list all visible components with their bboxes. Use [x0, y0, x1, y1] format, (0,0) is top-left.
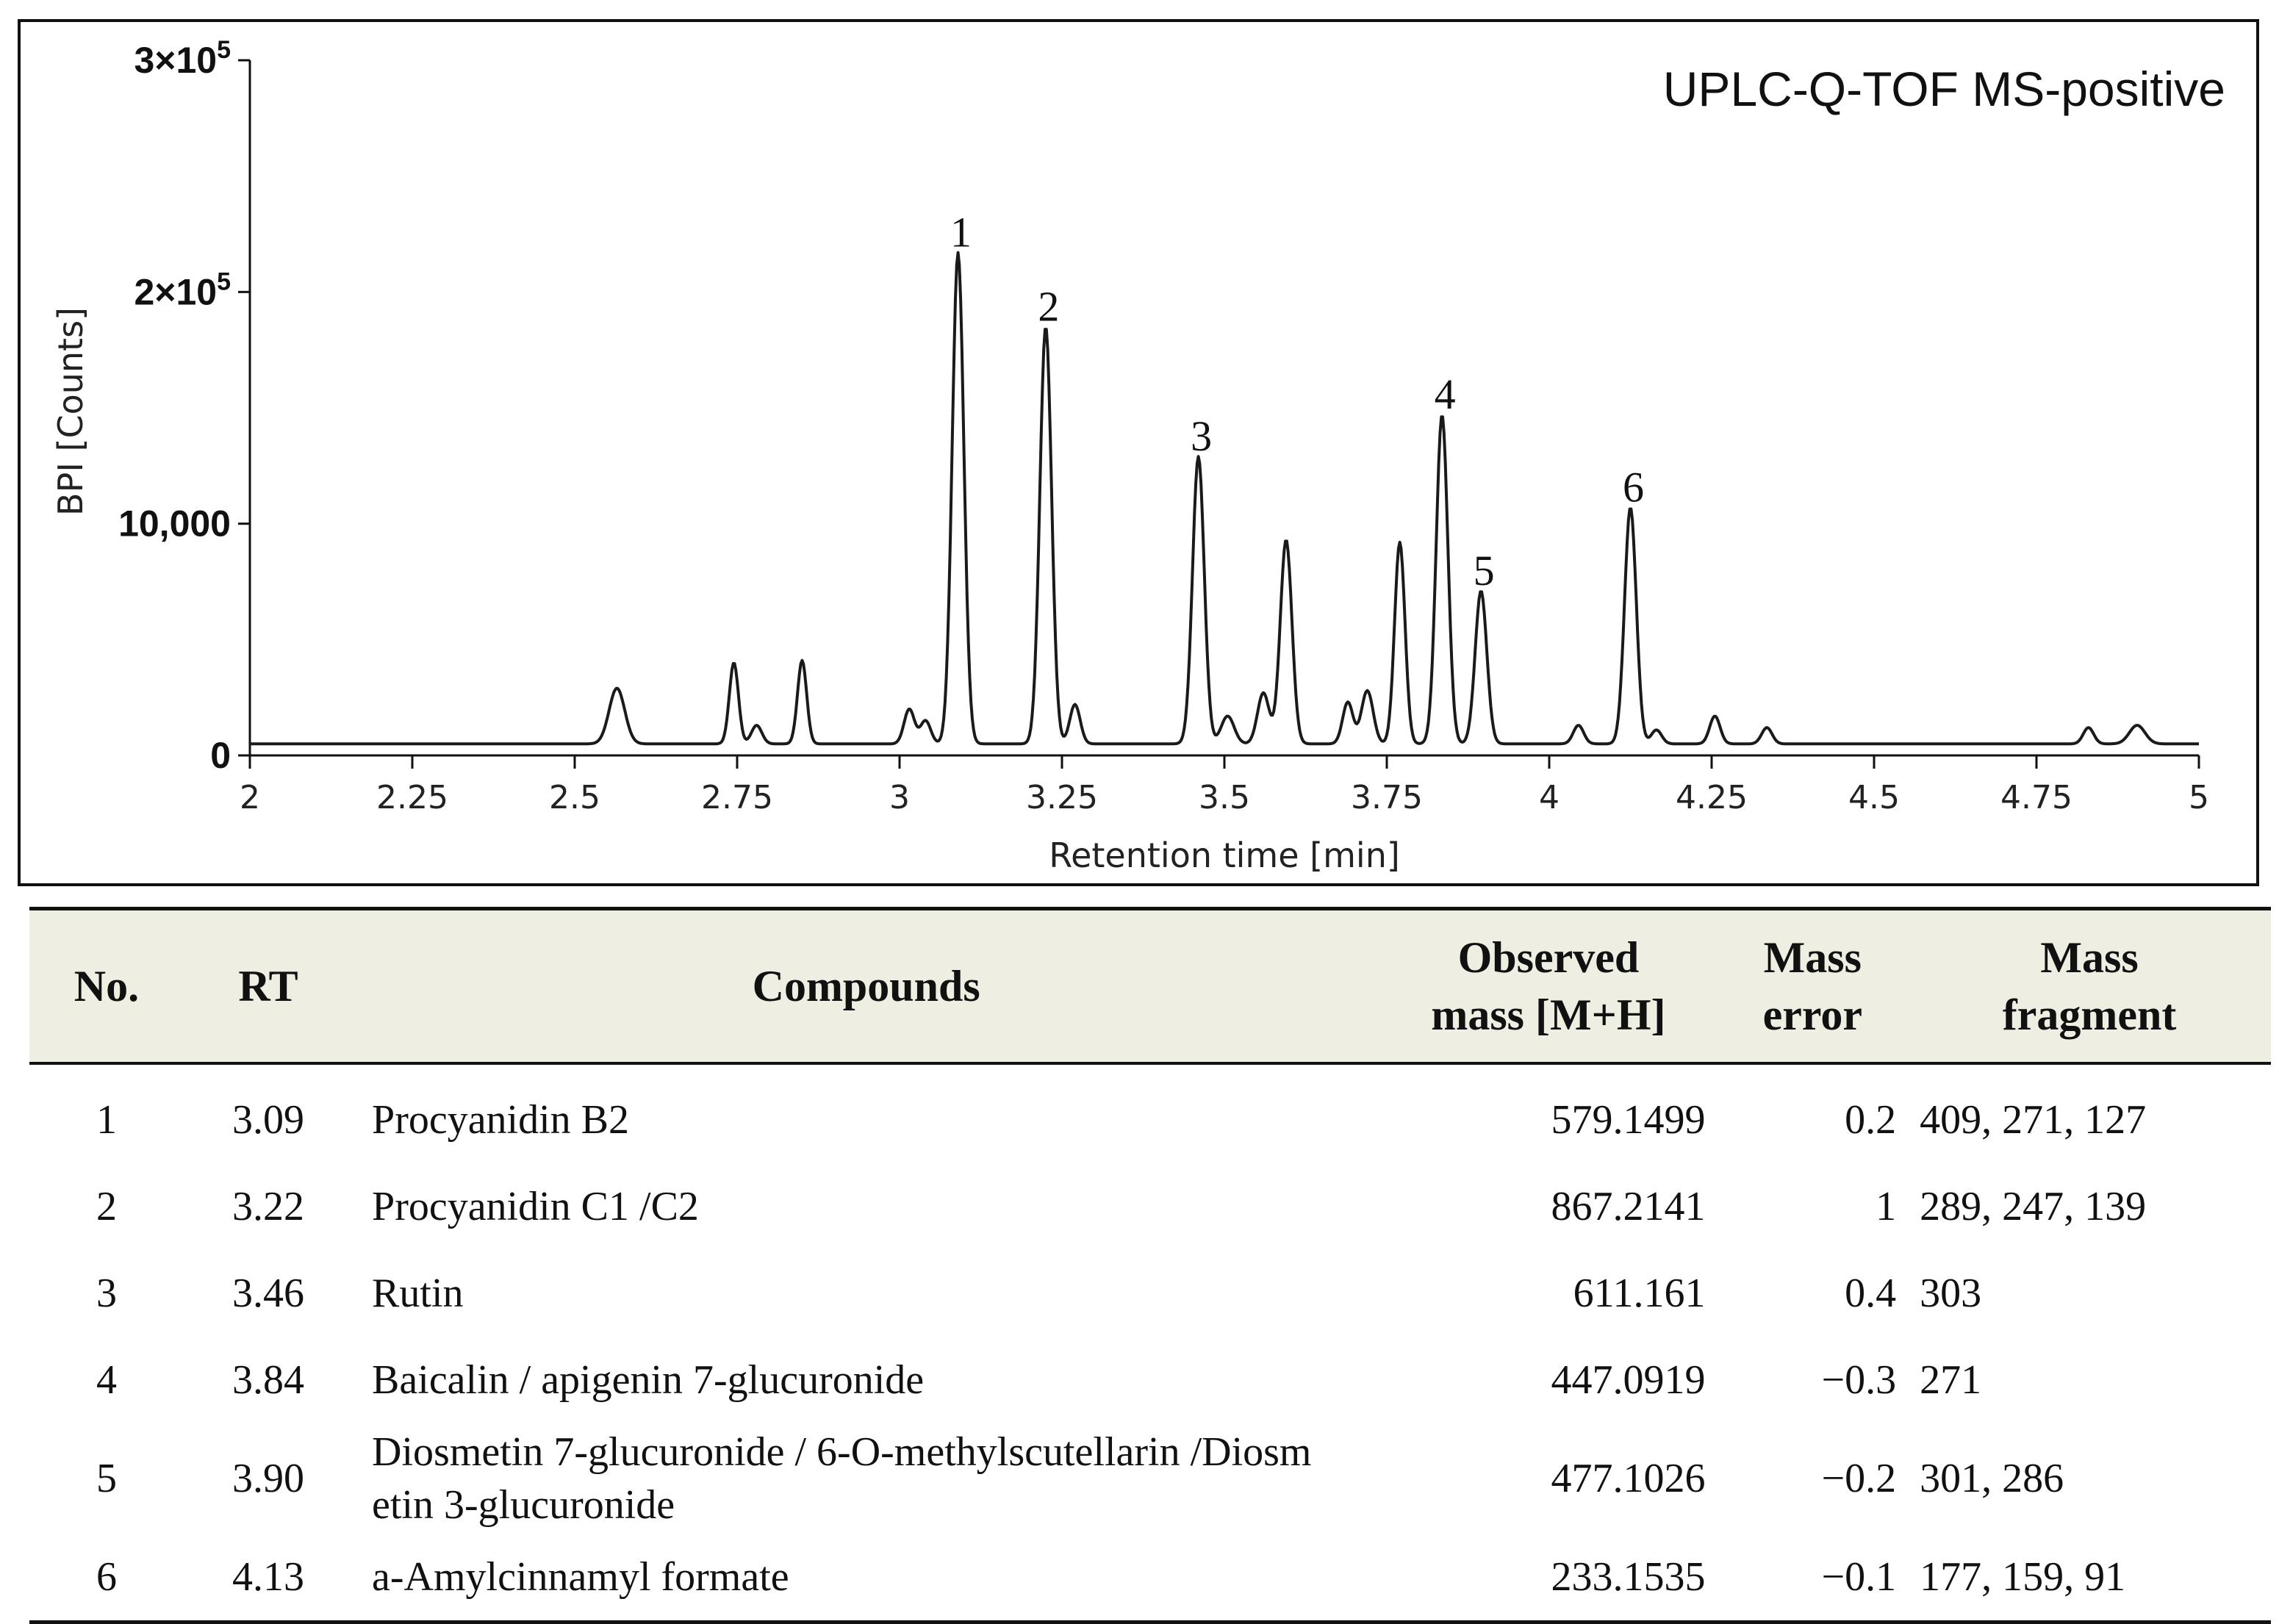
cell-mass-fragment: 289, 247, 139: [1920, 1184, 2147, 1229]
x-axis-ticks: 2 2.25 2.5 2.75 3 3.25 3.5 3.75 4 4.25 4.5 4.75 5: [240, 755, 2209, 816]
cell-compound: Diosmetin 7-glucuronide / 6-O-methylscut…: [353, 1423, 1379, 1534]
cell-rt: 3.46: [232, 1271, 304, 1316]
cell-compound: Baicalin / apigenin 7-glucuronide: [372, 1357, 925, 1403]
x-axis-title: Retention time [min]: [1049, 836, 1400, 875]
cell-observed-mass: 233.1535: [1379, 1534, 1718, 1624]
cell-no: 4: [96, 1357, 117, 1403]
x-tick-label: 3.25: [1026, 779, 1098, 816]
cell-observed-mass: 447.0919: [1551, 1357, 1706, 1403]
y-tick-base: 0: [210, 735, 231, 776]
cell-rt: 3.84: [232, 1357, 304, 1403]
cell-compound-line2: etin 3-glucuronide: [372, 1482, 675, 1528]
y-tick-base: 2×10: [134, 271, 217, 312]
chromatogram-chart: UPLC-Q-TOF MS-positive 010,0002×1053×105…: [51, 36, 2225, 875]
table-row: 2 3.22 Procyanidin C1 /C2 867.2141 1 289…: [29, 1163, 2271, 1250]
chart-panel: UPLC-Q-TOF MS-positive 0 10,000 2×105 3×105…: [18, 19, 2259, 886]
x-tick-label: 3: [889, 779, 910, 816]
table-header-row: No. RT Compounds Observed mass [M+H] Mas…: [29, 907, 2271, 1065]
x-tick-label: 3.75: [1351, 779, 1423, 816]
cell-compound: Procyanidin C1 /C2: [372, 1184, 699, 1229]
bpi-trace-line: [249, 251, 2200, 746]
x-tick-label: 4: [1539, 779, 1560, 816]
cell-mass-fragment: 303: [1920, 1271, 1982, 1316]
header-observed-line2: mass [M+H]: [1431, 991, 1666, 1039]
cell-observed-mass: 867.2141: [1551, 1184, 1706, 1229]
cell-observed-mass: 579.1499: [1551, 1097, 1706, 1143]
cell-mass-error: 0.4: [1845, 1271, 1897, 1316]
cell-compound: Procyanidin B2: [372, 1097, 630, 1143]
header-mass-fragment: Mass fragment: [1908, 907, 2271, 1065]
header-mass-error: Mass error: [1717, 907, 1909, 1065]
y-tick-base: 10,000: [118, 503, 231, 545]
cell-mass-fragment: 409, 271, 127: [1920, 1097, 2147, 1143]
cell-compound: a-Amylcinnamyl formate: [353, 1534, 1380, 1624]
peak-number-label: 1: [950, 208, 972, 256]
cell-rt: 4.13: [183, 1534, 353, 1624]
peak-number-label: 5: [1474, 547, 1495, 594]
x-tick-label: 5: [2189, 779, 2209, 816]
x-tick-label: 2.25: [376, 779, 448, 816]
cell-mass-fragment: 271: [1920, 1357, 1982, 1403]
table-row: 5 3.90 Diosmetin 7-glucuronide / 6-O-met…: [29, 1423, 2271, 1534]
header-rt: RT: [183, 907, 353, 1065]
cell-mass-fragment: 177, 159, 91: [1908, 1534, 2271, 1624]
peak-number-label: 4: [1435, 370, 1456, 418]
header-error-line2: error: [1762, 991, 1863, 1039]
cell-compound-line1: Diosmetin 7-glucuronide / 6-O-methylscut…: [372, 1429, 1312, 1475]
x-tick-label: 3.5: [1199, 779, 1250, 816]
cell-compound: Rutin: [372, 1271, 464, 1316]
header-observed-mass: Observed mass [M+H]: [1379, 907, 1718, 1065]
x-tick-label: 2.5: [549, 779, 600, 816]
y-tick-label: 10,000: [118, 503, 231, 545]
y-tick-exponent: 5: [217, 36, 231, 64]
peak-labels: 1 2 3 4 5 6: [950, 208, 1644, 594]
compounds-table: No. RT Compounds Observed mass [M+H] Mas…: [29, 907, 2271, 1624]
cell-mass-error: −0.2: [1821, 1456, 1897, 1501]
cell-rt: 3.09: [232, 1097, 304, 1143]
peak-number-label: 3: [1191, 412, 1212, 460]
cell-no: 6: [29, 1534, 184, 1624]
cell-no: 3: [96, 1271, 117, 1316]
cell-mass-error: −0.3: [1821, 1357, 1897, 1403]
cell-mass-error: −0.1: [1717, 1534, 1909, 1624]
cell-observed-mass: 477.1026: [1551, 1456, 1706, 1501]
header-observed-line1: Observed: [1457, 933, 1640, 982]
table-row: 1 3.09 Procyanidin B2 579.1499 0.2 409, …: [29, 1063, 2271, 1163]
cell-mass-fragment: 301, 286: [1920, 1456, 2064, 1501]
chart-title: UPLC-Q-TOF MS-positive: [1663, 62, 2225, 116]
y-tick-exponent: 5: [217, 267, 231, 295]
table-row: 6 4.13 a-Amylcinnamyl formate 233.1535 −…: [29, 1534, 2271, 1624]
y-tick-label: 3×105: [134, 36, 231, 81]
header-compounds: Compounds: [353, 907, 1380, 1065]
cell-rt: 3.22: [232, 1184, 304, 1229]
header-fragment-line1: Mass: [2040, 933, 2139, 982]
y-tick-label: 0: [210, 735, 231, 776]
table-row: 4 3.84 Baicalin / apigenin 7-glucuronide…: [29, 1337, 2271, 1423]
x-tick-label: 2: [240, 779, 260, 816]
peak-number-label: 6: [1623, 463, 1644, 511]
header-fragment-line2: fragment: [2002, 991, 2177, 1039]
cell-no: 5: [96, 1456, 117, 1501]
y-tick-base: 3×10: [134, 40, 217, 81]
header-error-line1: Mass: [1763, 933, 1862, 982]
table-row: 3 3.46 Rutin 611.161 0.4 303: [29, 1250, 2271, 1337]
cell-mass-error: 1: [1876, 1184, 1897, 1229]
x-tick-label: 4.5: [1848, 779, 1900, 816]
cell-no: 1: [96, 1097, 117, 1143]
cell-rt: 3.90: [232, 1456, 304, 1501]
header-no: No.: [29, 907, 184, 1065]
x-tick-label: 4.25: [1676, 779, 1748, 816]
x-tick-label: 4.75: [2000, 779, 2072, 816]
cell-mass-error: 0.2: [1845, 1097, 1897, 1143]
x-tick-label: 2.75: [701, 779, 773, 816]
peak-number-label: 2: [1038, 282, 1059, 330]
y-tick-label: 2×105: [134, 267, 231, 312]
cell-no: 2: [96, 1184, 117, 1229]
y-axis-title: BPI [Counts]: [51, 307, 90, 516]
cell-observed-mass: 611.161: [1573, 1271, 1706, 1316]
